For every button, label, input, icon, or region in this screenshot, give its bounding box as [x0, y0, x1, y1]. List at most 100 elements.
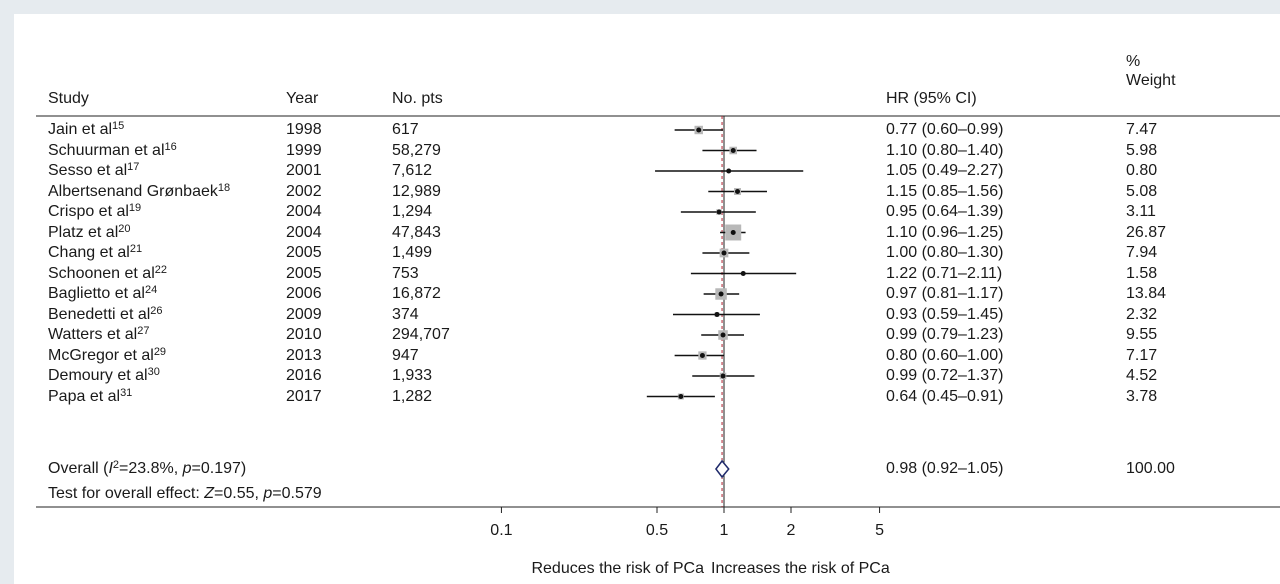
study-weight: 3.11: [1126, 203, 1156, 220]
study-year: 2017: [286, 387, 322, 405]
study-name: Demoury et al30: [48, 366, 160, 385]
study-name: Platz et al20: [48, 222, 131, 241]
x-tick-label: 2: [787, 522, 796, 539]
study-hr-ci: 0.64 (0.45–0.91): [886, 387, 1004, 405]
header-hr-ci: HR (95% CI): [886, 90, 977, 107]
point-estimate: [730, 148, 736, 153]
header-no-pts: No. pts: [392, 90, 443, 107]
study-weight: 13.84: [1126, 285, 1167, 302]
point-estimate: [721, 250, 727, 256]
overall-weight: 100.00: [1126, 460, 1175, 477]
study-pts: 16,872: [392, 285, 441, 302]
study-name: Crispo et al19: [48, 202, 142, 221]
study-year: 2009: [286, 305, 322, 323]
overall-effect-test-label: Test for overall effect: Z=0.55, p=0.579: [48, 485, 322, 502]
study-pts: 947: [392, 346, 419, 364]
study-name: Baglietto et al24: [48, 284, 158, 303]
point-estimate: [696, 127, 702, 133]
study-weight: 5.98: [1126, 141, 1158, 159]
forest-plot-panel: Study Year No. pts HR (95% CI) % Weight …: [14, 14, 1280, 584]
study-name: McGregor et al29: [48, 345, 167, 364]
study-weight: 26.87: [1126, 223, 1167, 241]
study-weight: 3.78: [1126, 387, 1158, 405]
point-estimate: [740, 271, 746, 276]
x-tick-label: 1: [720, 522, 729, 539]
overall-diamond: [714, 459, 730, 479]
study-weight: 1.58: [1126, 264, 1158, 282]
header-weight: Weight: [1126, 72, 1176, 89]
study-name: Papa et al31: [48, 386, 133, 405]
study-weight: 7.47: [1126, 121, 1158, 138]
header-study: Study: [48, 90, 89, 107]
point-estimate: [726, 168, 732, 174]
overall-hr-ci: 0.98 (0.92–1.05): [886, 460, 1004, 477]
header-weight-percent: %: [1126, 53, 1141, 70]
study-hr-ci: 1.05 (0.49–2.27): [886, 162, 1004, 179]
study-name: Sesso et al17: [48, 161, 140, 180]
study-name: Jain et al15: [48, 120, 125, 139]
x-tick-label: 0.5: [646, 522, 668, 539]
study-weight: 7.94: [1126, 244, 1158, 261]
study-pts: 374: [392, 305, 419, 323]
study-pts: 1,294: [392, 203, 433, 220]
study-year: 2016: [286, 367, 322, 384]
study-name: Albertsenand Grønbaek18: [48, 181, 231, 200]
study-weight: 0.80: [1126, 162, 1158, 179]
study-pts: 58,279: [392, 141, 441, 159]
study-hr-ci: 0.77 (0.60–0.99): [886, 121, 1004, 138]
study-hr-ci: 0.97 (0.81–1.17): [886, 285, 1004, 302]
study-name: Schoonen et al22: [48, 263, 167, 282]
study-year: 2001: [286, 162, 322, 179]
study-hr-ci: 0.99 (0.79–1.23): [886, 326, 1004, 343]
study-weight: 4.52: [1126, 367, 1158, 384]
study-name: Benedetti et al26: [48, 304, 163, 323]
study-hr-ci: 1.15 (0.85–1.56): [886, 182, 1004, 200]
study-year: 2006: [286, 285, 322, 302]
study-weight: 2.32: [1126, 305, 1158, 323]
study-pts: 753: [392, 264, 419, 282]
study-pts: 1,499: [392, 244, 433, 261]
study-pts: 1,282: [392, 387, 433, 405]
header-year: Year: [286, 90, 319, 107]
point-estimate: [730, 230, 736, 235]
study-pts: 7,612: [392, 162, 433, 179]
study-name: Watters et al27: [48, 325, 150, 344]
study-year: 1999: [286, 141, 322, 159]
study-weight: 5.08: [1126, 182, 1158, 200]
forest-plot-svg: 0.1 0.5 1 2 5: [36, 115, 1280, 539]
study-weight: 7.17: [1126, 346, 1158, 364]
study-hr-ci: 1.10 (0.96–1.25): [886, 223, 1004, 241]
study-pts: 1,933: [392, 367, 433, 384]
study-pts: 12,989: [392, 182, 441, 200]
study-year: 1998: [286, 121, 322, 138]
point-estimate: [699, 353, 705, 358]
study-weight: 9.55: [1126, 326, 1158, 343]
study-hr-ci: 0.93 (0.59–1.45): [886, 305, 1004, 323]
study-hr-ci: 1.10 (0.80–1.40): [886, 141, 1004, 159]
point-estimate: [716, 209, 722, 215]
study-hr-ci: 0.99 (0.72–1.37): [886, 367, 1004, 384]
axis-label-reduces: Reduces the risk of PCa: [531, 560, 704, 577]
study-year: 2010: [286, 326, 322, 343]
point-estimate: [720, 373, 726, 379]
study-year: 2004: [286, 203, 322, 220]
point-estimate: [735, 189, 741, 194]
study-hr-ci: 0.80 (0.60–1.00): [886, 346, 1004, 364]
study-year: 2005: [286, 264, 322, 282]
study-year: 2002: [286, 182, 322, 200]
point-estimate: [678, 394, 684, 399]
point-estimate: [718, 291, 724, 297]
study-year: 2004: [286, 223, 322, 241]
study-hr-ci: 1.22 (0.71–2.11): [886, 264, 1003, 282]
study-pts: 294,707: [392, 326, 450, 343]
study-hr-ci: 0.95 (0.64–1.39): [886, 203, 1004, 220]
study-hr-ci: 1.00 (0.80–1.30): [886, 244, 1004, 261]
study-name: Chang et al21: [48, 243, 143, 262]
study-year: 2013: [286, 346, 322, 364]
x-tick-label: 0.1: [490, 522, 512, 539]
point-estimate: [720, 332, 726, 338]
study-pts: 617: [392, 121, 419, 138]
x-tick-label: 5: [875, 522, 884, 539]
study-year: 2005: [286, 244, 322, 261]
study-pts: 47,843: [392, 223, 441, 241]
